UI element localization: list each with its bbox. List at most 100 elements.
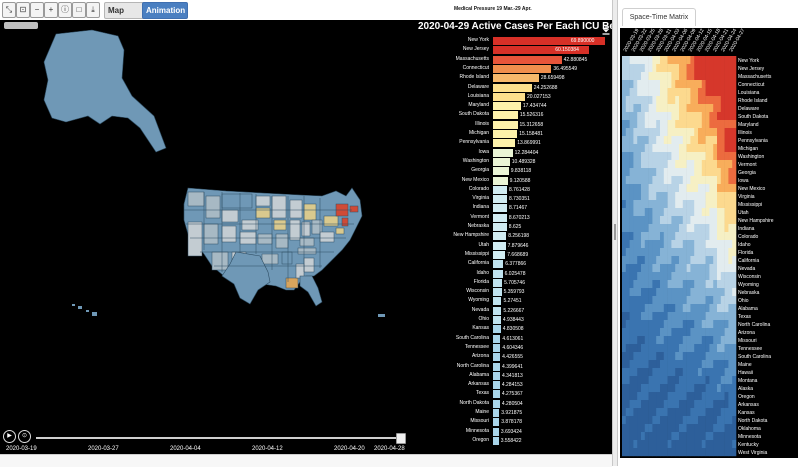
matrix-cell[interactable] xyxy=(705,56,710,65)
matrix-cell[interactable] xyxy=(717,256,722,265)
tab-animation[interactable]: Animation xyxy=(142,2,188,19)
matrix-cell[interactable] xyxy=(732,304,737,313)
matrix-cell[interactable] xyxy=(694,56,699,65)
matrix-cell[interactable] xyxy=(679,344,684,353)
matrix-cell[interactable] xyxy=(660,112,665,121)
matrix-cell[interactable] xyxy=(728,72,733,81)
matrix-cell[interactable] xyxy=(705,280,710,289)
matrix-cell[interactable] xyxy=(705,376,710,385)
matrix-cell[interactable] xyxy=(720,128,725,137)
matrix-cell[interactable] xyxy=(667,400,672,409)
matrix-cell[interactable] xyxy=(686,224,691,233)
matrix-cell[interactable] xyxy=(698,112,703,121)
matrix-cell[interactable] xyxy=(724,56,729,65)
matrix-cell[interactable] xyxy=(705,224,710,233)
matrix-cell[interactable] xyxy=(629,168,634,177)
matrix-cell[interactable] xyxy=(633,184,638,193)
matrix-cell[interactable] xyxy=(690,296,695,305)
bar-row[interactable]: North Dakota 4.280504 xyxy=(412,399,612,408)
matrix-cell[interactable] xyxy=(682,224,687,233)
matrix-cell[interactable] xyxy=(709,312,714,321)
matrix-cell[interactable] xyxy=(694,152,699,161)
matrix-cell[interactable] xyxy=(732,120,737,129)
matrix-cell[interactable] xyxy=(671,176,676,185)
matrix-cell[interactable] xyxy=(656,368,661,377)
matrix-cell[interactable] xyxy=(629,424,634,433)
matrix-cell[interactable] xyxy=(709,80,714,89)
matrix-cell[interactable] xyxy=(675,72,680,81)
matrix-cell[interactable] xyxy=(622,448,627,457)
matrix-cell[interactable] xyxy=(686,416,691,425)
matrix-cell[interactable] xyxy=(694,440,699,449)
matrix-cell[interactable] xyxy=(682,440,687,449)
bar-row[interactable]: New Hampshire 8.256198 xyxy=(412,231,612,241)
matrix-cell[interactable] xyxy=(637,184,642,193)
matrix-cell[interactable] xyxy=(682,64,687,73)
matrix-cell[interactable] xyxy=(728,168,733,177)
matrix-cell[interactable] xyxy=(644,112,649,121)
matrix-cell[interactable] xyxy=(709,400,714,409)
matrix-cell[interactable] xyxy=(675,360,680,369)
matrix-cell[interactable] xyxy=(675,408,680,417)
matrix-cell[interactable] xyxy=(717,168,722,177)
matrix-cell[interactable] xyxy=(705,424,710,433)
matrix-cell[interactable] xyxy=(644,232,649,241)
matrix-cell[interactable] xyxy=(648,216,653,225)
bar[interactable] xyxy=(493,241,506,250)
matrix-cell[interactable] xyxy=(694,408,699,417)
bar-row[interactable]: Massachusetts 42.880845 xyxy=(412,55,612,64)
matrix-cell[interactable] xyxy=(648,304,653,313)
matrix-cell[interactable] xyxy=(682,200,687,209)
matrix-cell[interactable] xyxy=(705,176,710,185)
matrix-cell[interactable] xyxy=(686,80,691,89)
matrix-cell[interactable] xyxy=(728,432,733,441)
matrix-cell[interactable] xyxy=(667,432,672,441)
matrix-cell[interactable] xyxy=(724,112,729,121)
matrix-cell[interactable] xyxy=(644,152,649,161)
matrix-cell[interactable] xyxy=(667,216,672,225)
matrix-cell[interactable] xyxy=(713,160,718,169)
matrix-cell[interactable] xyxy=(701,328,706,337)
matrix-cell[interactable] xyxy=(625,112,630,121)
matrix-cell[interactable] xyxy=(724,96,729,105)
matrix-cell[interactable] xyxy=(732,216,737,225)
matrix-cell[interactable] xyxy=(667,344,672,353)
matrix-cell[interactable] xyxy=(698,192,703,201)
matrix-cell[interactable] xyxy=(724,336,729,345)
matrix-cell[interactable] xyxy=(717,80,722,89)
matrix-cell[interactable] xyxy=(724,376,729,385)
matrix-cell[interactable] xyxy=(652,144,657,153)
matrix-cell[interactable] xyxy=(660,288,665,297)
matrix-cell[interactable] xyxy=(732,80,737,89)
us-map[interactable] xyxy=(0,20,412,454)
matrix-cell[interactable] xyxy=(701,368,706,377)
matrix-cell[interactable] xyxy=(660,416,665,425)
matrix-cell[interactable] xyxy=(648,320,653,329)
matrix-cell[interactable] xyxy=(641,256,646,265)
matrix-cell[interactable] xyxy=(694,128,699,137)
matrix-cell[interactable] xyxy=(705,96,710,105)
matrix-cell[interactable] xyxy=(705,360,710,369)
stop-button[interactable]: ⊙ xyxy=(18,430,31,443)
matrix-cell[interactable] xyxy=(717,360,722,369)
matrix-cell[interactable] xyxy=(728,224,733,233)
matrix-cell[interactable] xyxy=(682,232,687,241)
matrix-cell[interactable] xyxy=(660,128,665,137)
matrix-cell[interactable] xyxy=(690,432,695,441)
matrix-cell[interactable] xyxy=(648,280,653,289)
matrix-cell[interactable] xyxy=(694,376,699,385)
matrix-cell[interactable] xyxy=(686,312,691,321)
play-button[interactable]: ▶ xyxy=(3,430,16,443)
matrix-cell[interactable] xyxy=(629,408,634,417)
matrix-cell[interactable] xyxy=(625,120,630,129)
matrix-cell[interactable] xyxy=(633,160,638,169)
bar-row[interactable]: Alabama 4.341813 xyxy=(412,371,612,380)
matrix-cell[interactable] xyxy=(637,352,642,361)
matrix-cell[interactable] xyxy=(705,72,710,81)
matrix-cell[interactable] xyxy=(709,368,714,377)
matrix-cell[interactable] xyxy=(713,104,718,113)
matrix-cell[interactable] xyxy=(717,392,722,401)
matrix-cell[interactable] xyxy=(667,440,672,449)
matrix-cell[interactable] xyxy=(682,152,687,161)
matrix-cell[interactable] xyxy=(637,312,642,321)
